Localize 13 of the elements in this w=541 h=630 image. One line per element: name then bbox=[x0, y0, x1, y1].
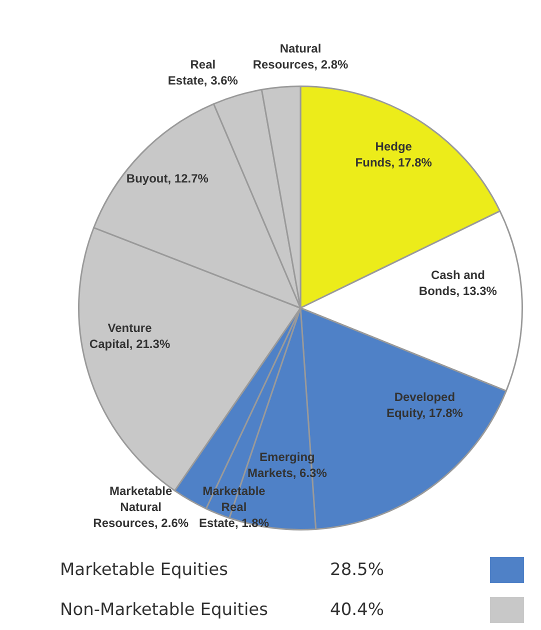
text: 40.4% bbox=[330, 600, 386, 620]
slice-label: Real Estate, 3.6% bbox=[168, 57, 238, 88]
slice-label: Venture Capital, 21.3% bbox=[89, 321, 170, 352]
slice-label: Cash and Bonds, 13.3% bbox=[418, 268, 498, 298]
slice-label: Buyout, 12.7% bbox=[126, 172, 209, 186]
text: 28.5% bbox=[330, 560, 386, 580]
text: Marketable Equities bbox=[60, 560, 229, 580]
slice-label: Hedge Funds, 17.8% bbox=[355, 139, 432, 170]
text: Non-Marketable Equities bbox=[60, 600, 269, 620]
slice-label: Marketable Natural Resources, 2.6% bbox=[93, 484, 189, 530]
slice-label: Developed Equity, 17.8% bbox=[386, 390, 464, 420]
slice-label: Emerging Markets, 6.3% bbox=[248, 450, 328, 480]
slice-label: Natural Resources, 2.8% bbox=[252, 42, 349, 72]
